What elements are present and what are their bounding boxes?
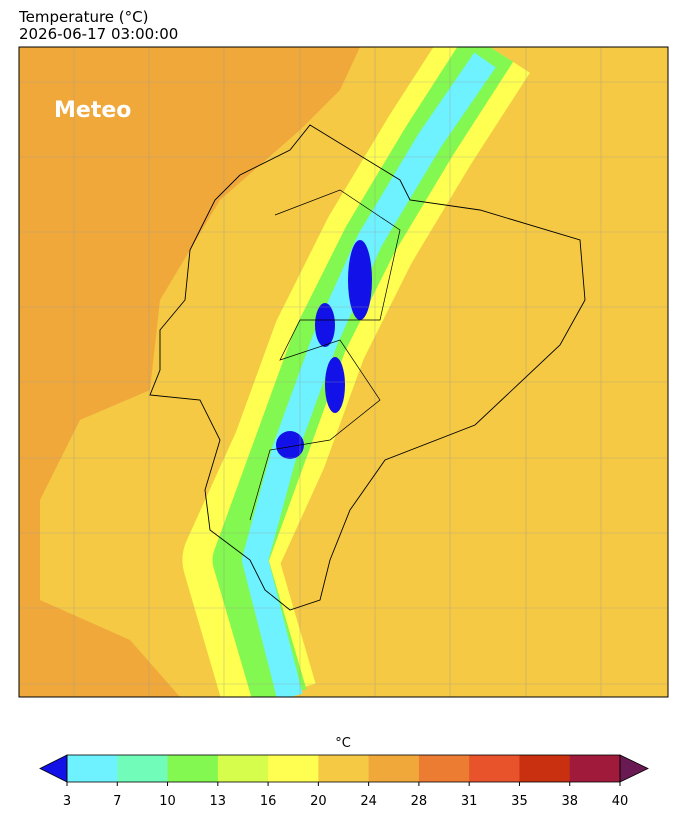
logo: Meteo [54, 98, 131, 123]
colorbar-tick-label: 35 [511, 794, 528, 809]
colorbar-segment [268, 755, 319, 782]
colorbar-frame [66, 754, 621, 783]
title: Temperature (°C) [18, 8, 148, 26]
cold-patch [276, 431, 304, 459]
colorbar-over [619, 754, 649, 783]
cold-patch [325, 357, 345, 413]
colorbar-segment [217, 755, 269, 782]
country-border [149, 124, 586, 611]
colorbar-segment [519, 755, 571, 782]
map: Meteo [19, 47, 668, 697]
colorbar-segment [117, 755, 169, 782]
province-borders [249, 189, 401, 521]
colorbar-tick-label: 38 [561, 794, 578, 809]
colorbar-segment [418, 755, 470, 782]
colorbar-tick-label: 24 [360, 794, 377, 809]
graticule [19, 47, 668, 697]
colorbar-under [39, 754, 68, 783]
colorbar-segment [318, 755, 370, 782]
colorbar-tick-label: 10 [159, 794, 176, 809]
colorbar-tick-label: 13 [210, 794, 227, 809]
cold-patch [348, 240, 372, 320]
colorbar-segment [67, 755, 118, 782]
colorbar-tick-label: 3 [63, 794, 71, 809]
colorbar-tick-label: 7 [113, 794, 121, 809]
colorbar-tick-label: 31 [461, 794, 478, 809]
colorbar-tick-label: 28 [411, 794, 428, 809]
colorbar-segment [569, 755, 621, 782]
map-frame [18, 46, 669, 698]
colorbar-tick-label: 40 [612, 794, 629, 809]
colorbar-segment [167, 755, 219, 782]
colorbar-segment [368, 755, 420, 782]
timestamp: 2026-06-17 03:00:00 [19, 25, 178, 43]
colorbar-tick-label: 20 [310, 794, 327, 809]
colorbar-segment [469, 755, 520, 782]
colorbar-label: °C [335, 736, 351, 751]
colorbar-tick-label: 16 [260, 794, 277, 809]
cold-patch [315, 303, 335, 347]
